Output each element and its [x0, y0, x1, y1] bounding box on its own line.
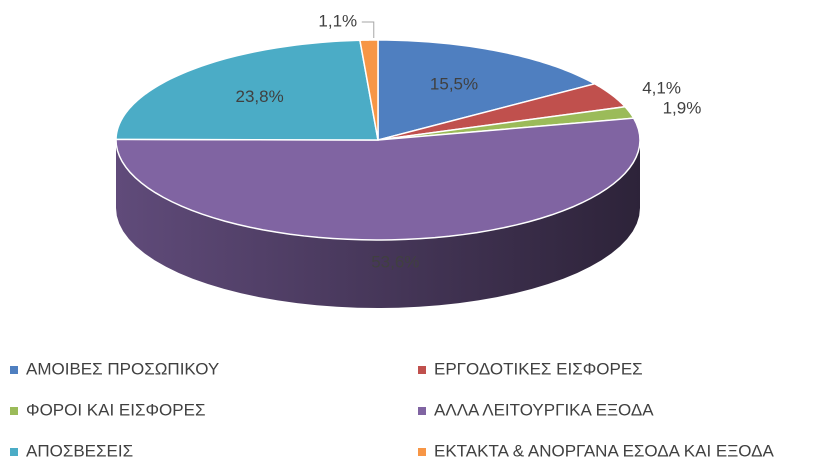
slice [115, 117, 641, 241]
legend-swatch [418, 448, 426, 456]
data-label: 4,1% [642, 79, 681, 98]
legend-swatch [418, 366, 426, 374]
legend-swatch [10, 448, 18, 456]
slice [377, 105, 635, 141]
slice [377, 82, 627, 141]
slice-side [116, 140, 640, 308]
data-label: 1,1% [318, 11, 357, 30]
legend-swatch [418, 407, 426, 415]
legend-label: ΑΛΛΑ ΛΕΙΤΟΥΡΓΙΚΑ ΕΞΟΔΑ [434, 400, 654, 419]
legend-label: ΑΠΟΣΒΕΣΕΙΣ [26, 441, 133, 460]
slice [377, 39, 597, 141]
legend-label: ΦΟΡΟΙ ΚΑΙ ΕΙΣΦΟΡΕΣ [26, 400, 205, 419]
data-label: 53,6% [371, 252, 419, 271]
legend-label: ΕΡΓΟΔΟΤΙΚΕΣ ΕΙΣΦΟΡΕΣ [434, 359, 643, 378]
slice [359, 39, 379, 141]
legend-label: ΕΚΤΑΚΤΑ & ΑΝΟΡΓΑΝΑ ΕΣΟΔΑ ΚΑΙ ΕΞΟΔΑ [434, 441, 774, 460]
legend-swatch [10, 366, 18, 374]
leader-line [361, 21, 375, 38]
data-label: 15,5% [430, 75, 478, 94]
data-label: 1,9% [663, 98, 702, 117]
data-label: 23,8% [235, 87, 283, 106]
slice [115, 39, 379, 141]
legend-swatch [10, 407, 18, 415]
legend-label: ΑΜΟΙΒΕΣ ΠΡΟΣΩΠΙΚΟΥ [26, 359, 219, 378]
